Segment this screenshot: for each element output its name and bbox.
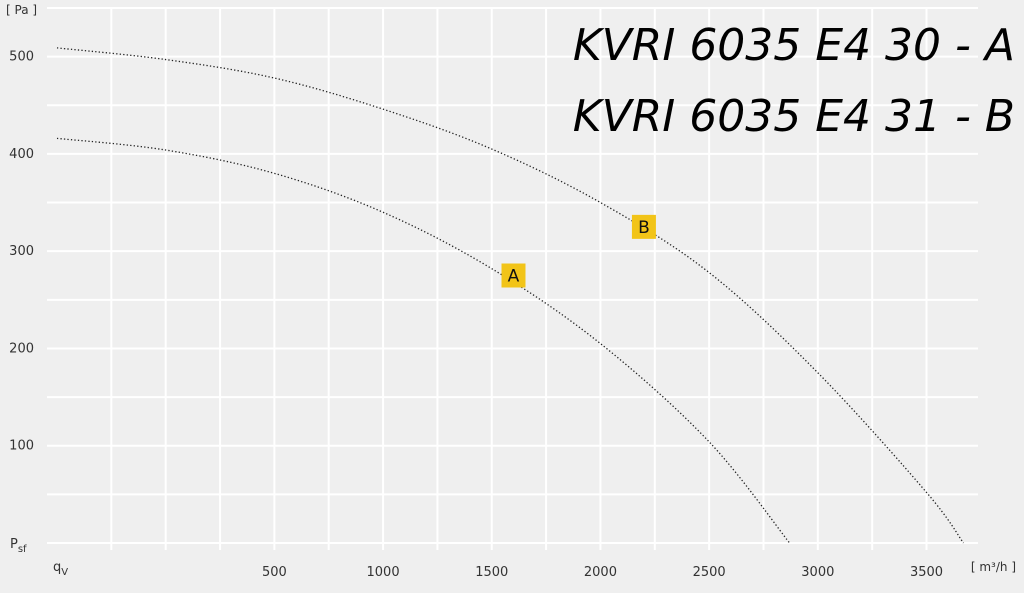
y-tick-label: 500	[9, 50, 34, 65]
x-tick-label: 3000	[801, 565, 834, 580]
grid	[47, 7, 978, 550]
series-marker-b: B	[631, 214, 656, 239]
y-tick-label: 300	[9, 244, 34, 259]
x-tick-label: 1500	[475, 565, 508, 580]
y-tick-label: 100	[9, 439, 34, 454]
x-axis-unit: [ m³/h ]	[971, 560, 1016, 574]
series-marker-label: A	[508, 267, 520, 287]
series-marker-box	[501, 263, 526, 288]
series-line-b	[56, 47, 965, 544]
chart-title-line-1: KVRI 6035 E4 30 - A	[573, 20, 1015, 71]
series-marker-box	[631, 214, 656, 239]
y-tick-label: 400	[9, 147, 34, 162]
series-marker-a: A	[501, 263, 526, 288]
series-marker-label: B	[638, 218, 650, 238]
x-tick-label: 2500	[693, 565, 726, 580]
series-lines	[56, 47, 965, 544]
x-tick-label: 1000	[367, 565, 400, 580]
series-markers: AB	[501, 214, 656, 288]
y-axis-ticks: 100 200 300 400 500	[9, 50, 34, 454]
x-tick-label: 3500	[910, 565, 943, 580]
y-axis-unit: [ Pa ]	[6, 3, 37, 17]
series-line-a	[56, 137, 791, 544]
x-axis-symbol: qV	[53, 560, 68, 578]
x-axis-ticks: 500 1000 1500 2000 2500 3000 3500	[262, 565, 943, 580]
y-tick-label: 200	[9, 341, 34, 356]
x-tick-label: 500	[262, 565, 287, 580]
y-axis-symbol: Psf	[10, 537, 27, 555]
chart-title-line-2: KVRI 6035 E4 31 - B	[573, 91, 1015, 142]
x-tick-label: 2000	[584, 565, 617, 580]
